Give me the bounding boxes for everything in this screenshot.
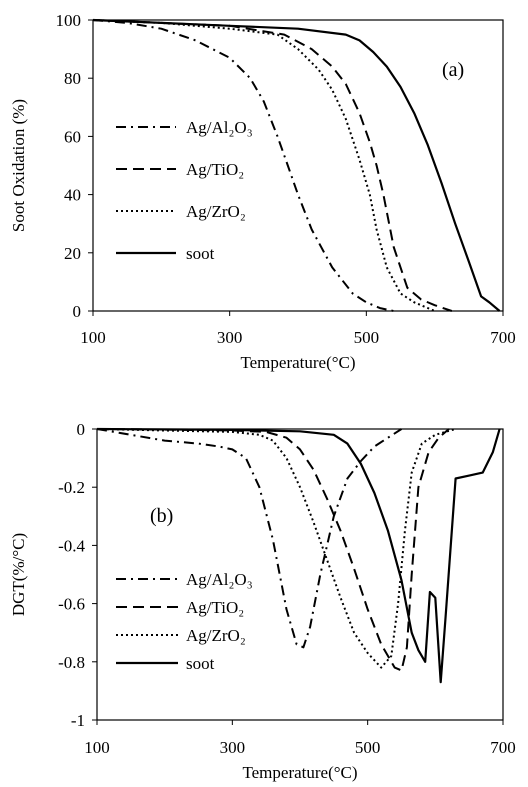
series-line-dotted: [96, 428, 456, 669]
x-tick-label: 700: [490, 738, 516, 757]
chart-a: 0 20 40 60 80 100 100 300 500 700 Temperature(°C) S…: [9, 11, 516, 372]
y-tick-label: 60: [64, 127, 81, 146]
x-tick-label: 500: [354, 328, 380, 347]
legend-label: Ag/Al₂O₃: [186, 570, 253, 589]
x-axis-label: Temperature(°C): [240, 353, 355, 372]
y-tick-label: 100: [56, 11, 82, 30]
y-tick-label: 0: [77, 420, 86, 439]
series-line-dashed: [92, 19, 453, 312]
y-axis-label: DGT(%/°C): [9, 533, 28, 616]
series-line-dashdot: [92, 19, 394, 312]
series-line-dashdot: [96, 428, 403, 649]
x-tick-label: 100: [84, 738, 110, 757]
y-tick-label: -0.8: [58, 653, 85, 672]
y-tick-label: 20: [64, 244, 81, 263]
legend-label: Ag/ZrO₂: [186, 202, 246, 221]
x-tick-label: 500: [355, 738, 381, 757]
legend-label: Ag/TiO₂: [186, 598, 244, 617]
legend-label: Ag/Al₂O₃: [186, 118, 253, 137]
series-line-solid: [96, 427, 501, 684]
y-tick-label: -0.2: [58, 478, 85, 497]
series-line-solid: [92, 18, 501, 312]
y-tick-label: 0: [73, 302, 82, 321]
y-tick-label: -1: [71, 711, 85, 730]
x-axis-label: Temperature(°C): [242, 763, 357, 782]
y-tick-label: -0.6: [58, 595, 85, 614]
x-tick-label: 100: [80, 328, 106, 347]
y-tick-label: -0.4: [58, 536, 85, 555]
panel-label: (b): [150, 505, 173, 527]
x-tick-label: 300: [217, 328, 243, 347]
series-line-dotted: [92, 19, 436, 312]
legend-label: Ag/ZrO₂: [186, 626, 246, 645]
y-axis-label: Soot Oxidation (%): [9, 99, 28, 232]
x-tick-label: 300: [220, 738, 246, 757]
x-tick-label: 700: [490, 328, 516, 347]
chart-b: -1 -0.8 -0.6 -0.4 -0.2 0 100 300 500 700 Temperatu…: [9, 420, 516, 782]
panel-label: (a): [442, 59, 464, 81]
plot-frame: [92, 19, 504, 312]
plot-frame: [96, 428, 504, 721]
y-tick-label: 40: [64, 186, 81, 205]
series-line-dashed: [96, 428, 450, 672]
y-tick-label: 80: [64, 69, 81, 88]
legend-label: soot: [186, 244, 215, 263]
legend-label: Ag/TiO₂: [186, 160, 244, 179]
legend-label: soot: [186, 654, 215, 673]
